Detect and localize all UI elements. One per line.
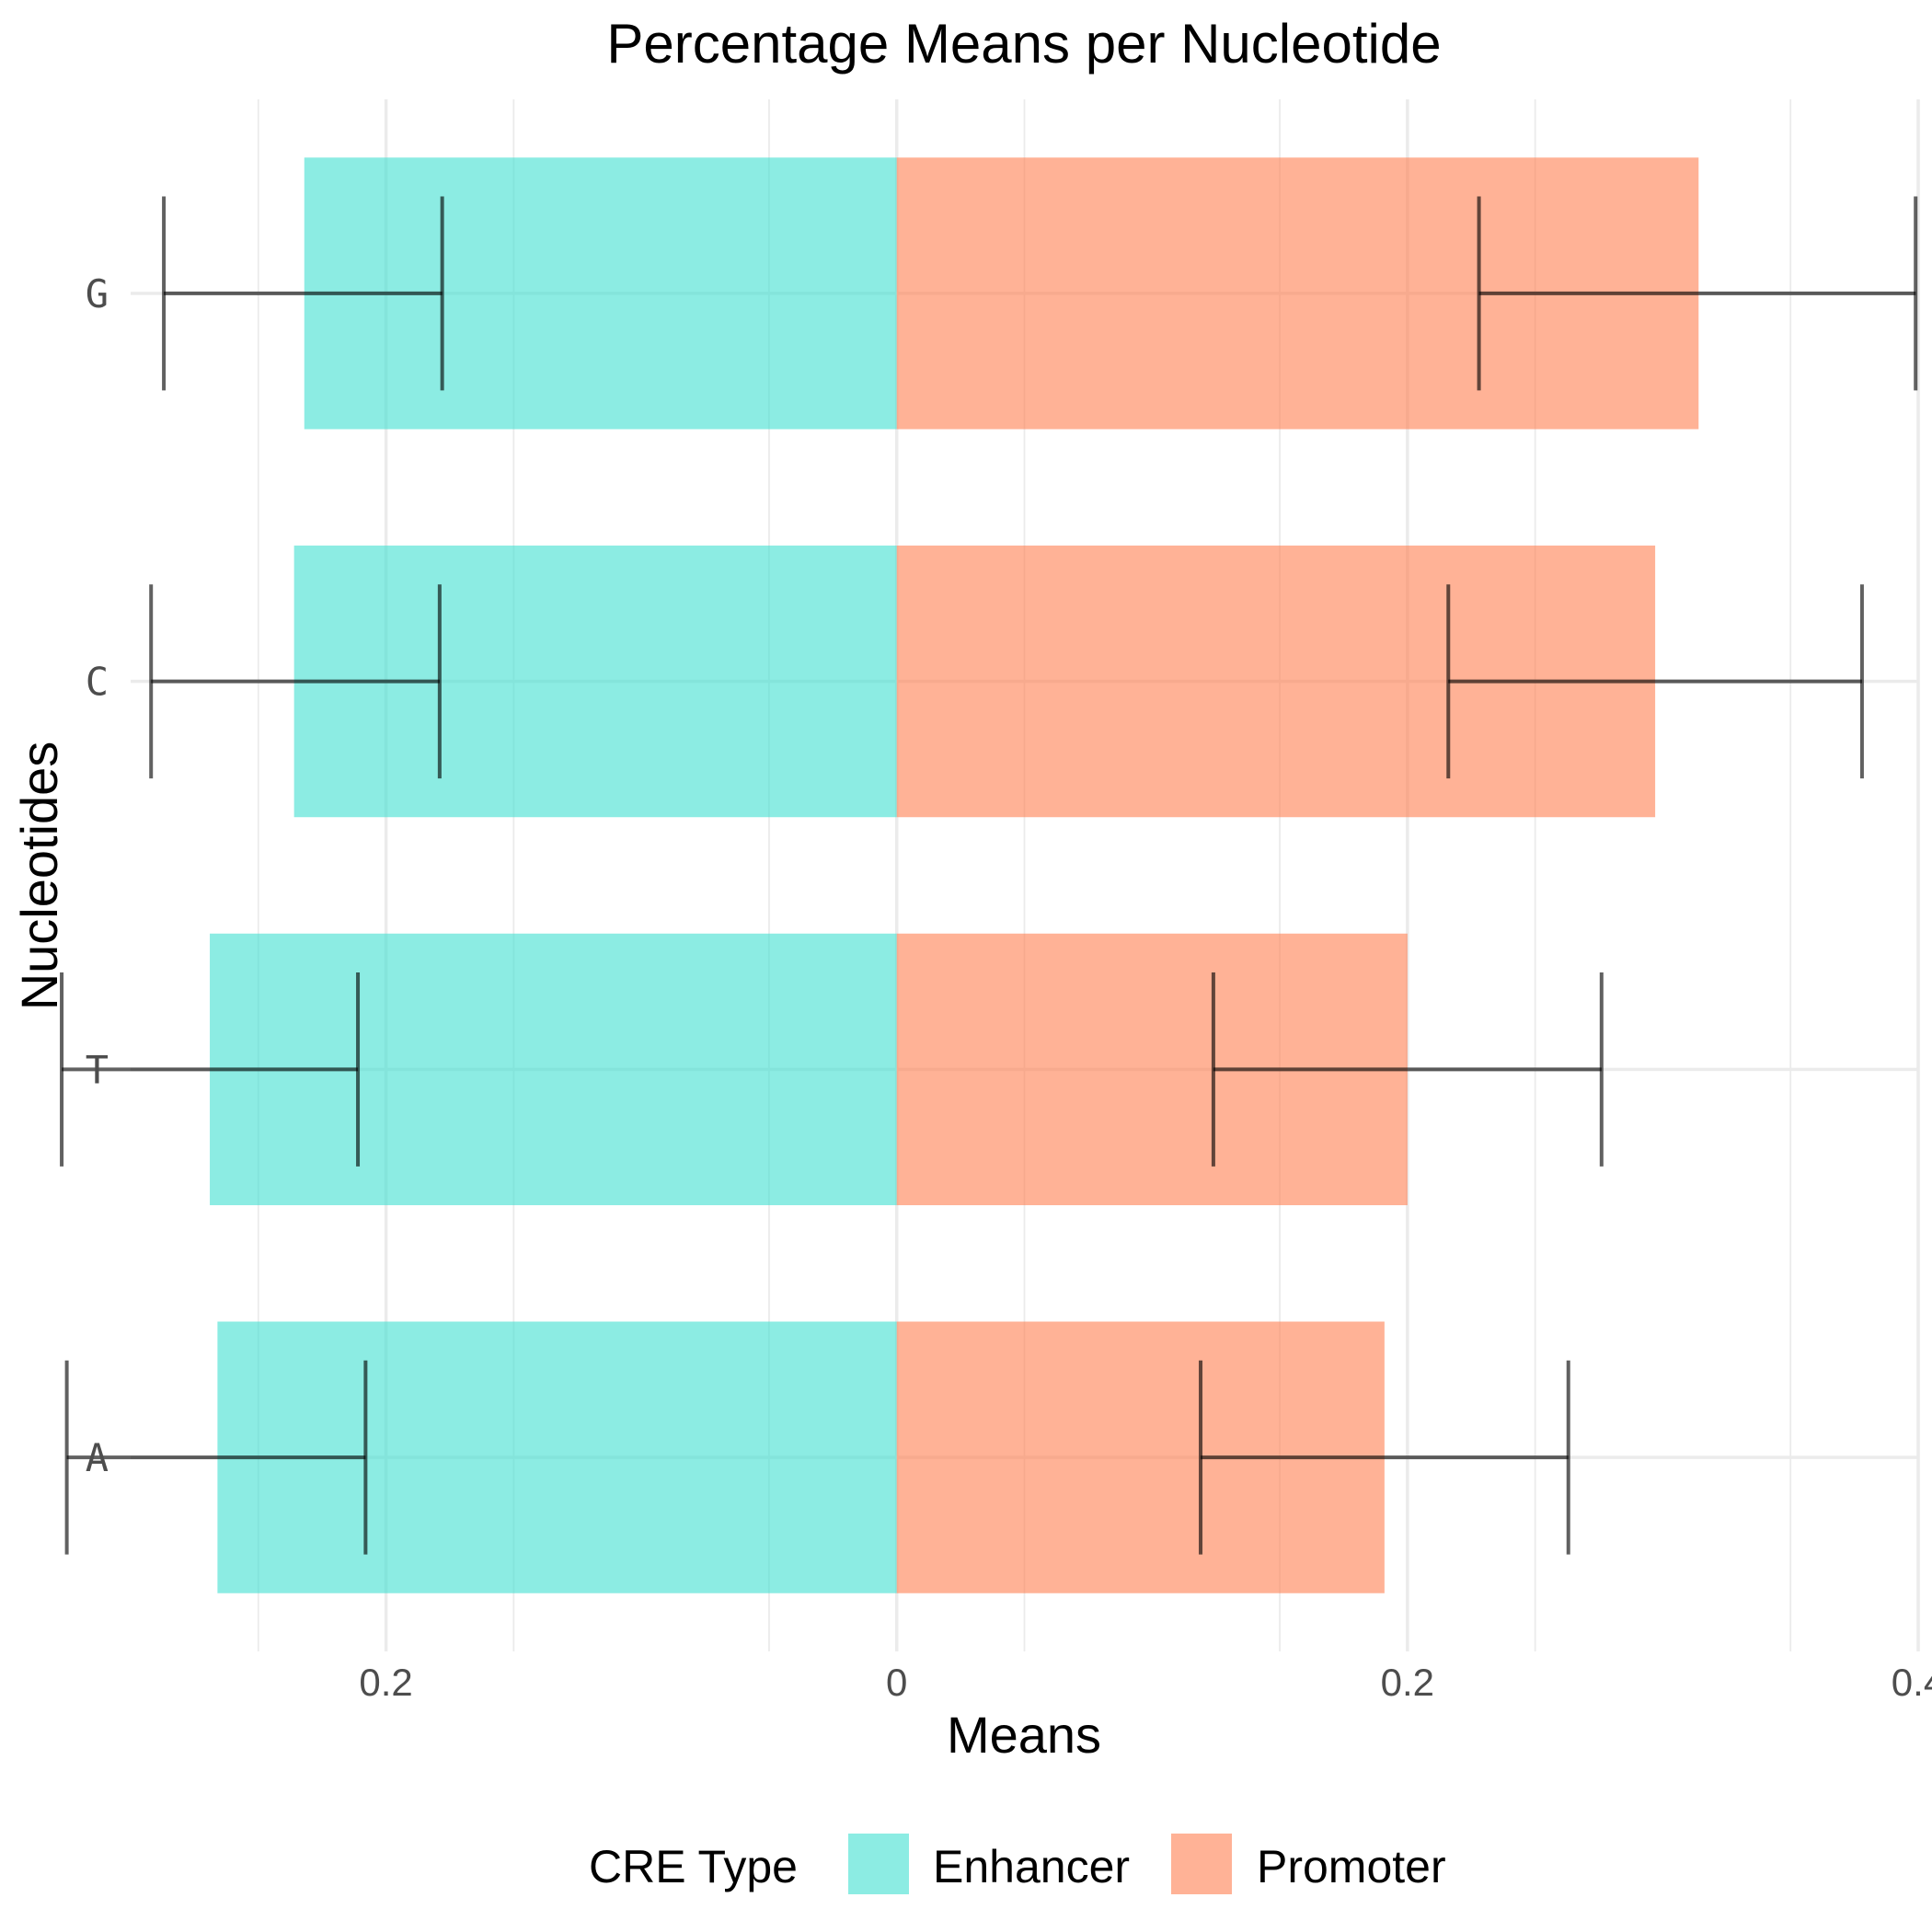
x-tick-label: 0.2 — [1381, 1661, 1434, 1704]
errorbar-enhancer-G — [162, 196, 444, 391]
x-tick-label: 0.4 — [1892, 1661, 1932, 1704]
x-axis-label: Means — [947, 1706, 1101, 1764]
y-tick-label: G — [86, 271, 109, 316]
x-tick-label: 0 — [886, 1661, 907, 1704]
legend-label-promoter: Promoter — [1257, 1841, 1446, 1892]
legend-label-enhancer: Enhancer — [933, 1841, 1130, 1892]
y-axis-label: Nucleotides — [10, 742, 68, 1011]
x-tick-label: 0.2 — [359, 1661, 412, 1704]
errorbar-promoter-G — [1477, 196, 1918, 391]
bars — [210, 157, 1699, 1593]
legend: CRE Type Enhancer Promoter — [589, 1834, 1446, 1894]
legend-title: CRE Type — [589, 1841, 798, 1892]
errorbar-promoter-C — [1446, 584, 1864, 779]
legend-swatch-promoter — [1171, 1834, 1232, 1894]
y-tick-label: A — [86, 1435, 109, 1480]
errorbar-promoter-T — [1211, 972, 1604, 1167]
y-axis-ticks: A T C G — [86, 271, 109, 1480]
errorbar-enhancer-T — [60, 972, 361, 1167]
x-axis-ticks: 0.2 0 0.2 0.4 — [359, 1661, 1932, 1704]
errorbar-promoter-A — [1199, 1360, 1570, 1555]
y-tick-label: C — [86, 660, 109, 705]
chart-title: Percentage Means per Nucleotide — [606, 13, 1441, 75]
plot-panel — [60, 99, 1920, 1651]
errorbar-enhancer-A — [64, 1360, 368, 1555]
y-tick-label: T — [86, 1047, 109, 1092]
errorbar-enhancer-C — [149, 584, 442, 779]
legend-swatch-enhancer — [848, 1834, 909, 1894]
error-bars — [60, 196, 1918, 1555]
